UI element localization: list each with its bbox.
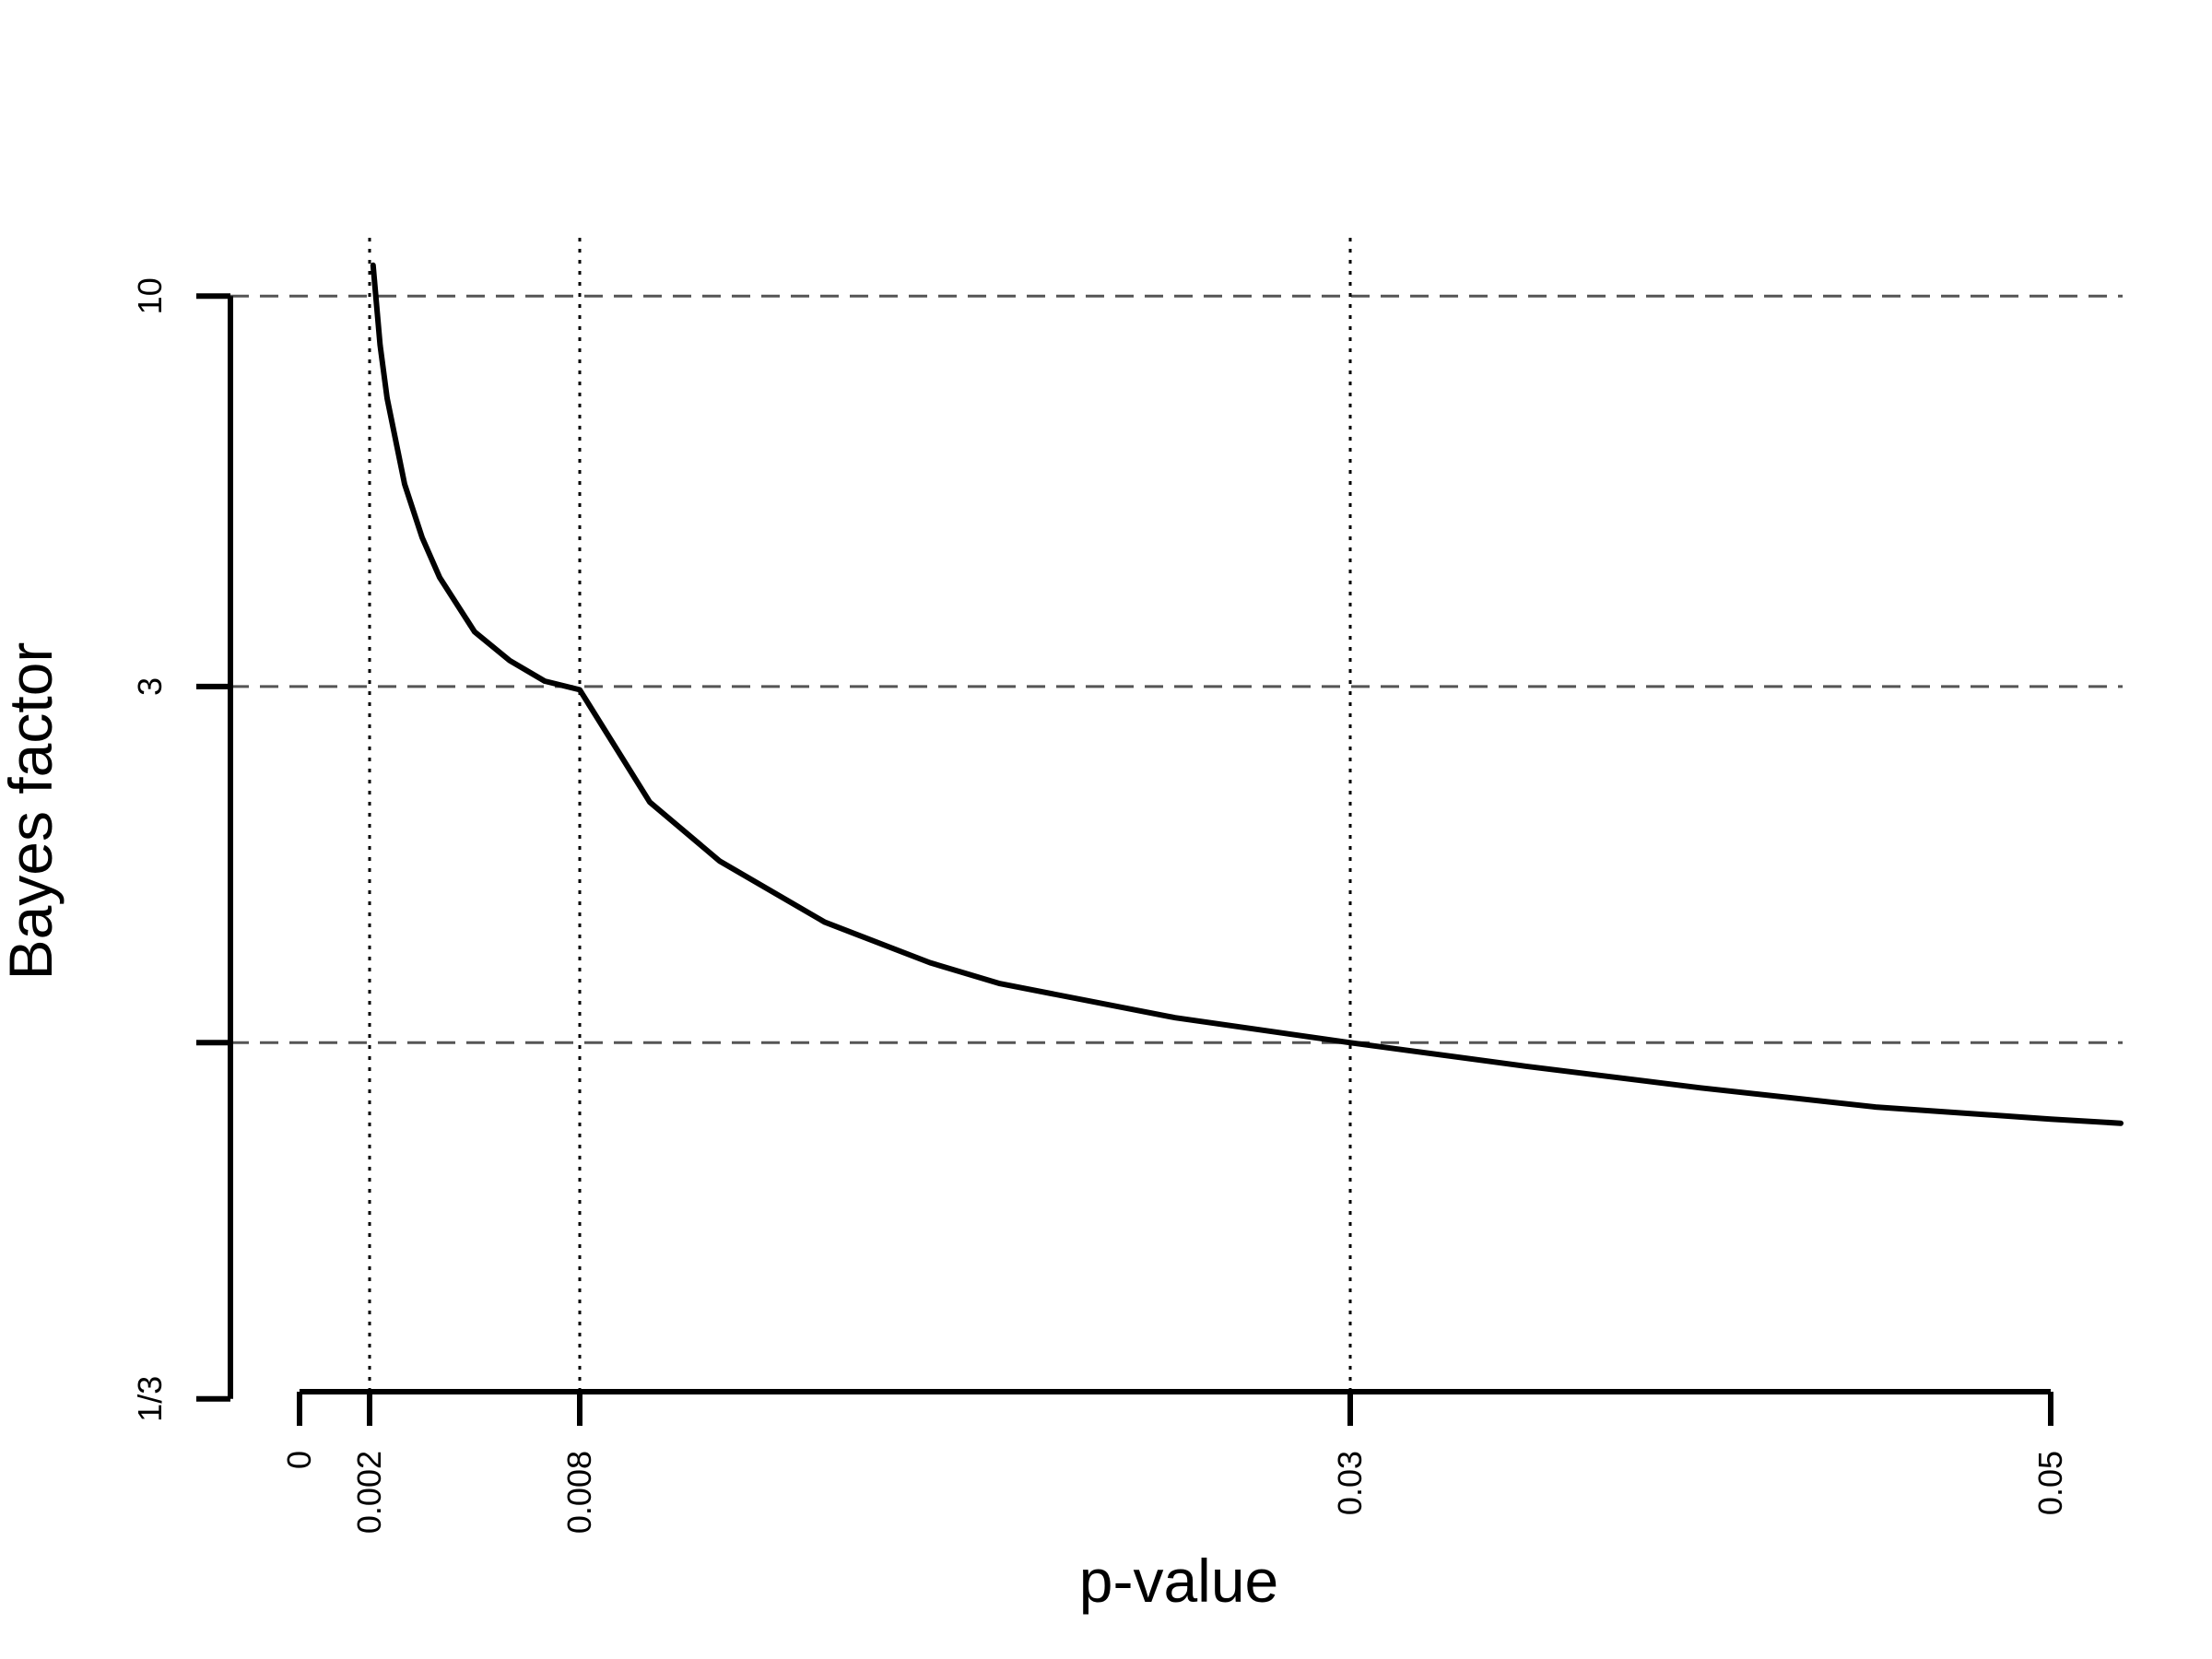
x-tick-label-1: 0.002 [350, 1451, 388, 1534]
x-tick-label-3: 0.03 [1331, 1451, 1369, 1515]
x-tick-label-0: 0 [280, 1451, 318, 1469]
axes: 1/3 3 10 0 0.002 0.008 0.03 0.05 [131, 277, 2069, 1534]
reference-lines [230, 238, 2123, 1392]
series-line-0 [370, 262, 2124, 1126]
y-axis-title: Bayes factor [0, 642, 65, 981]
y-tick-label-0: 1/3 [131, 1376, 169, 1422]
x-tick-label-4: 0.05 [2031, 1451, 2069, 1515]
y-tick-label-3: 10 [131, 277, 169, 314]
series-layer [370, 262, 2124, 1126]
x-axis-title: p-value [1079, 1547, 1278, 1615]
x-tick-label-2: 0.008 [560, 1451, 598, 1534]
y-tick-label-2: 3 [131, 677, 169, 696]
